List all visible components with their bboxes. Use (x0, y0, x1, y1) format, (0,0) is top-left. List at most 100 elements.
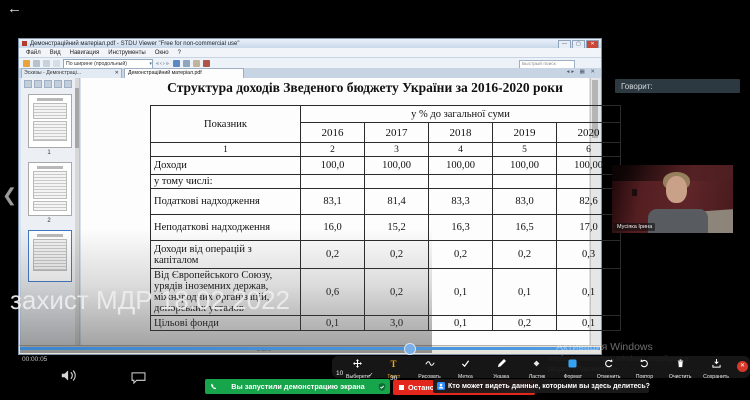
tool-label: Выберете (346, 373, 370, 380)
selection-tool-icon[interactable] (172, 60, 180, 67)
tool-label: Текст (387, 373, 401, 380)
value-cell: 83,1 (300, 188, 365, 215)
annotation-toolbar-close-icon[interactable]: ✕ (737, 361, 748, 372)
value-cell: 81,4 (364, 188, 429, 215)
table-header-pokaznyk: Показник (150, 105, 301, 143)
annotation-mark: 30 (390, 375, 398, 382)
thumbnail-label-1: 1 (47, 150, 51, 156)
value-cell: 0,2 (492, 240, 557, 269)
page-thumbnail-1[interactable] (28, 94, 72, 148)
wall-object (632, 189, 637, 196)
value-cell: 100,00 (364, 156, 429, 175)
open-file-icon[interactable] (23, 60, 30, 67)
tool-label: Сохранить (703, 373, 729, 380)
tool-выберете[interactable]: Выберете (340, 355, 376, 380)
tool-сохранить[interactable]: Сохранить (698, 355, 734, 380)
value-cell: 100,0 (300, 156, 365, 175)
page-navigation-icons[interactable]: «‹›» (156, 60, 170, 67)
export-icon[interactable] (43, 60, 50, 67)
screen-share-status-bar: Вы запустили демонстрацию экрана (205, 379, 390, 394)
value-cell (364, 174, 429, 189)
tool-label: Метка (457, 373, 473, 380)
speaker-icon[interactable] (60, 369, 78, 387)
value-cell: 0,2 (300, 240, 365, 269)
budget-table-host: Показник у % до загальної суми 2016 2017 201… (150, 105, 621, 331)
value-cell: 0,2 (428, 240, 493, 269)
value-cell: 0,2 (364, 268, 429, 316)
table-row: у тому числі: (150, 174, 621, 189)
participants-icon (437, 382, 445, 390)
sidebar-scrollbar[interactable] (75, 78, 79, 346)
sidebar-view-icons[interactable] (21, 78, 79, 90)
index-cell: 4 (428, 142, 493, 157)
snapshot-icon[interactable] (182, 60, 190, 67)
page-thumbnail-3-selected[interactable] (28, 230, 72, 282)
index-cell: 3 (364, 142, 429, 157)
print-icon[interactable] (33, 60, 40, 67)
tool-отменить[interactable]: Отменить (591, 355, 627, 380)
row-label: Цільові фонди (150, 315, 301, 331)
playback-progress-handle[interactable] (404, 343, 416, 355)
share-visibility-text: Кто может видеть данные, которыми вы зде… (448, 382, 650, 390)
value-cell: 16,5 (492, 214, 557, 241)
value-cell: 0,3 (556, 240, 621, 269)
tool-повтор[interactable]: Повтор (627, 355, 663, 380)
annotation-toolbar: Выберете T Текст Рисовать Метка Указка Ластик Ф… (332, 355, 750, 380)
row-label: Податкові надходження (150, 188, 301, 215)
table-row: Цільові фонди 0,1 3,0 0,1 0,2 0,1 (150, 315, 621, 331)
tool-метка[interactable]: Метка (447, 355, 483, 380)
share-visibility-tooltip[interactable]: Кто может видеть данные, которыми вы зде… (433, 379, 650, 393)
menu-item[interactable]: Файл (26, 49, 41, 56)
participant-video-tile[interactable]: Мусіяка Ірина (612, 165, 733, 233)
tool-текст[interactable]: T Текст (376, 355, 412, 380)
value-cell: 100,00 (492, 156, 557, 175)
back-arrow-icon[interactable]: ← (7, 0, 22, 17)
menu-item[interactable]: Окно (154, 49, 169, 56)
year-header: 2020 (556, 122, 621, 143)
highlight-icon[interactable] (202, 60, 210, 67)
find-icon[interactable] (192, 60, 200, 67)
menu-item[interactable]: Инструменты (108, 49, 146, 56)
undo-icon (604, 355, 613, 373)
value-cell: 83,0 (492, 188, 557, 215)
table-row: Доходи від операцій з капіталом 0,2 0,2 0,2… (150, 240, 621, 269)
value-cell: 83,3 (428, 188, 493, 215)
playback-progress-bar[interactable] (20, 347, 600, 350)
draw-icon (424, 355, 435, 373)
tab-thumbnails-panel[interactable]: Эскизы - Демонстраці... ✕ (21, 68, 122, 78)
tool-рисовать[interactable]: Рисовать (412, 355, 448, 380)
zoom-mode-select[interactable]: По ширине (продольный) ▾ (63, 58, 153, 69)
tool-очистить[interactable]: Очистить (662, 355, 698, 380)
share-status-message: Вы запустили демонстрацию экрана (231, 382, 365, 391)
tool-указка[interactable]: Указка (483, 355, 519, 380)
tool-формат[interactable]: Формат (555, 355, 591, 380)
previous-chevron-icon[interactable]: ❮ (2, 185, 18, 205)
tab-controls[interactable]: ◂▸ ▦ ✕ (566, 69, 597, 75)
row-label: Неподаткові надходження (150, 214, 301, 241)
participant-body (648, 209, 708, 233)
menu-item[interactable]: ? (177, 49, 181, 56)
tool-ластик[interactable]: Ластик (519, 355, 555, 380)
value-cell: 17,0 (556, 214, 621, 241)
shield-check-icon[interactable] (378, 382, 390, 391)
value-cell (556, 174, 621, 189)
tool-label: Формат (563, 373, 582, 380)
move-icon (353, 355, 363, 373)
page-thumbnail-2[interactable] (28, 162, 72, 216)
table-row: Доходи 100,0 100,00 100,00 100,00 100,00 (150, 156, 621, 175)
screen-annotation-text: захист МДР 18.02.2022 (10, 285, 290, 315)
row-label: Доходи (150, 156, 301, 175)
menu-item[interactable]: Навигация (69, 49, 100, 56)
index-cell: 2 (300, 142, 365, 157)
panel-close-icon[interactable]: ✕ (114, 70, 119, 76)
year-header: 2018 (428, 122, 493, 143)
value-cell: 0,1 (428, 268, 493, 316)
value-cell: 16,3 (428, 214, 493, 241)
chat-bubble-icon[interactable] (131, 371, 146, 389)
tab-document[interactable]: Демонстраційний матеріал.pdf (124, 68, 244, 78)
annotation-mark: ✓ (368, 372, 374, 379)
value-cell: 100,00 (556, 156, 621, 175)
menu-item[interactable]: Вид (49, 49, 61, 56)
rotate-icon[interactable] (53, 60, 60, 67)
window-titlebar[interactable]: Демонстраційний матеріал.pdf - STDU View… (19, 39, 601, 49)
